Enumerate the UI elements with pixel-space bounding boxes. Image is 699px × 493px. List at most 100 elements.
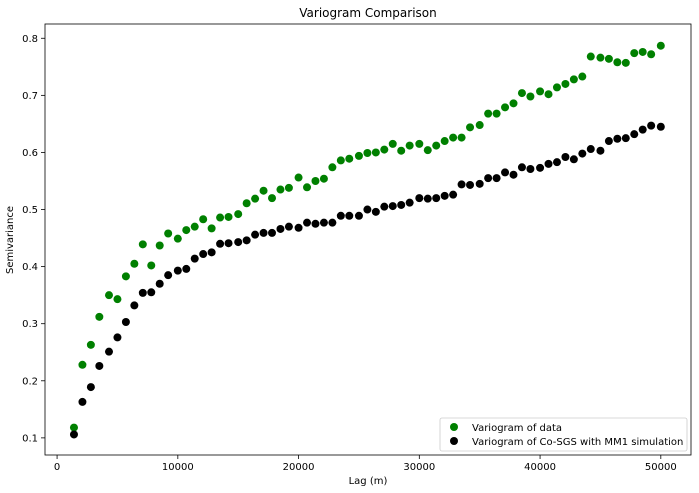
cosgs-variogram-point <box>578 149 587 158</box>
cosgs-variogram-point <box>345 211 354 220</box>
cosgs-variogram-point <box>121 317 130 326</box>
cosgs-variogram-point <box>517 163 526 172</box>
cosgs-variogram-point <box>311 219 320 228</box>
cosgs-variogram-point <box>526 164 535 173</box>
data-variogram-point <box>294 173 303 182</box>
data-variogram-point <box>182 226 191 235</box>
cosgs-variogram-point <box>380 202 389 211</box>
cosgs-variogram-point <box>234 238 243 247</box>
cosgs-variogram-point <box>294 223 303 232</box>
data-variogram-point <box>466 123 475 132</box>
data-variogram-point <box>569 75 578 84</box>
data-variogram-point <box>380 145 389 154</box>
data-variogram-point <box>509 99 518 108</box>
data-variogram-point <box>336 156 345 165</box>
data-variogram-point <box>104 291 113 300</box>
data-variogram-point <box>638 47 647 56</box>
data-variogram-point <box>432 141 441 150</box>
x-tick-label: 10000 <box>162 462 194 473</box>
cosgs-variogram-point <box>224 239 233 248</box>
y-tick-label: 0.2 <box>22 376 38 387</box>
data-variogram-point <box>78 360 87 369</box>
cosgs-variogram-point <box>242 236 251 245</box>
cosgs-variogram-point <box>484 174 493 183</box>
cosgs-variogram-point <box>423 194 432 203</box>
data-variogram-point <box>492 109 501 118</box>
cosgs-variogram-point <box>276 224 285 233</box>
cosgs-variogram-point <box>328 218 337 227</box>
cosgs-variogram-point <box>630 130 639 139</box>
cosgs-variogram-point <box>371 207 380 216</box>
cosgs-variogram-point <box>596 146 605 155</box>
x-axis: 0 10000 20000 30000 40000 50000 <box>54 455 677 473</box>
data-variogram-point <box>440 137 449 146</box>
cosgs-variogram-point <box>251 230 260 239</box>
y-axis-label: Semivariance <box>5 206 16 274</box>
data-points <box>69 41 665 439</box>
data-variogram-point <box>155 241 164 250</box>
legend-box <box>439 417 688 452</box>
data-variogram-point <box>147 261 156 270</box>
cosgs-variogram-point <box>457 180 466 189</box>
legend-marker-data <box>450 423 458 431</box>
data-variogram-point <box>242 199 251 208</box>
cosgs-variogram-point <box>544 159 553 168</box>
cosgs-variogram-point <box>138 288 147 297</box>
data-variogram-point <box>224 212 233 221</box>
data-variogram-point <box>234 210 243 219</box>
data-variogram-point <box>86 340 95 349</box>
data-variogram-point <box>449 133 458 142</box>
cosgs-variogram-point <box>397 200 406 209</box>
cosgs-variogram-point <box>190 254 199 263</box>
cosgs-variogram-point <box>415 194 424 203</box>
cosgs-variogram-point <box>268 228 277 237</box>
cosgs-variogram-point <box>638 125 647 134</box>
cosgs-variogram-point <box>155 279 164 288</box>
data-variogram-point <box>113 295 122 304</box>
data-variogram-point <box>371 148 380 157</box>
x-tick-label: 30000 <box>403 462 435 473</box>
cosgs-variogram-point <box>182 264 191 273</box>
data-variogram-point <box>164 229 173 238</box>
data-variogram-point <box>604 54 613 63</box>
cosgs-variogram-point <box>647 121 656 130</box>
data-variogram-point <box>319 174 328 183</box>
data-variogram-point <box>578 72 587 81</box>
cosgs-variogram-point <box>95 361 104 370</box>
data-variogram-point <box>95 312 104 321</box>
data-variogram-point <box>544 90 553 99</box>
x-tick-label: 20000 <box>283 462 315 473</box>
y-tick-label: 0.6 <box>22 148 38 159</box>
data-variogram-point <box>526 92 535 101</box>
cosgs-variogram-point <box>449 190 458 199</box>
data-variogram-point <box>363 149 372 158</box>
data-variogram-point <box>173 234 182 243</box>
plot-frame <box>44 23 692 456</box>
cosgs-variogram-point <box>207 248 216 257</box>
y-axis: 0.1 0.2 0.3 0.4 0.5 0.6 0.7 0.8 <box>22 34 45 444</box>
chart-title: Variogram Comparison <box>299 6 437 20</box>
y-tick-label: 0.3 <box>22 319 38 330</box>
data-variogram-point <box>552 83 561 92</box>
data-variogram-point <box>405 141 414 150</box>
data-variogram-point <box>586 52 595 61</box>
data-variogram-point <box>423 146 432 155</box>
cosgs-variogram-point <box>475 179 484 188</box>
data-variogram-point <box>268 194 277 203</box>
data-variogram-point <box>647 50 656 59</box>
cosgs-variogram-point <box>319 218 328 227</box>
data-variogram-point <box>130 259 139 268</box>
cosgs-variogram-point <box>388 202 397 211</box>
data-variogram-point <box>311 176 320 185</box>
legend: Variogram of data Variogram of Co-SGS wi… <box>439 417 688 452</box>
cosgs-variogram-point <box>336 211 345 220</box>
data-variogram-point <box>354 151 363 160</box>
data-variogram-point <box>397 146 406 155</box>
cosgs-variogram-point <box>466 180 475 189</box>
data-variogram-point <box>251 194 260 203</box>
cosgs-variogram-point <box>501 168 510 177</box>
cosgs-variogram-point <box>354 211 363 220</box>
cosgs-variogram-point <box>199 250 208 259</box>
cosgs-variogram-point <box>552 158 561 167</box>
